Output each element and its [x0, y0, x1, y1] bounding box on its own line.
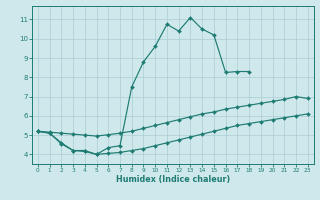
X-axis label: Humidex (Indice chaleur): Humidex (Indice chaleur)	[116, 175, 230, 184]
